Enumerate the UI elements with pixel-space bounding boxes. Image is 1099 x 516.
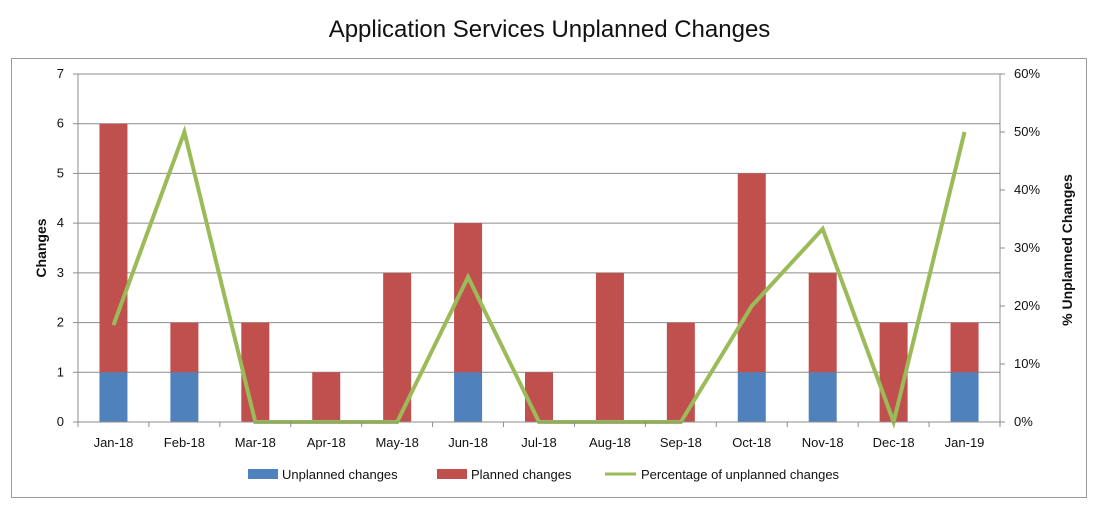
y-tick-label: 4 xyxy=(57,215,64,230)
chart-frame xyxy=(11,58,1087,498)
x-tick-label: Dec-18 xyxy=(873,435,915,450)
bar-planned xyxy=(879,322,908,422)
y2-axis-title: % Unplanned Changes xyxy=(1059,174,1075,326)
y2-tick-label: 50% xyxy=(1014,124,1040,139)
bar-planned xyxy=(808,272,837,373)
y-tick-label: 2 xyxy=(57,315,64,330)
y2-tick-label: 0% xyxy=(1014,414,1033,429)
legend-label-percentage: Percentage of unplanned changes xyxy=(641,467,840,482)
y-axis-title: Changes xyxy=(33,218,49,277)
x-tick-label: Feb-18 xyxy=(164,435,205,450)
y2-tick-label: 20% xyxy=(1014,298,1040,313)
y2-tick-label: 40% xyxy=(1014,182,1040,197)
bar-planned xyxy=(383,272,412,422)
bar-unplanned xyxy=(99,372,128,422)
bar-planned xyxy=(950,322,979,373)
bar-unplanned xyxy=(170,372,199,422)
bar-planned xyxy=(99,123,128,373)
y-tick-label: 6 xyxy=(57,116,64,131)
y-tick-label: 7 xyxy=(57,66,64,81)
y-tick-label: 1 xyxy=(57,364,64,379)
x-tick-label: Jan-19 xyxy=(945,435,985,450)
y2-tick-label: 60% xyxy=(1014,66,1040,81)
bar-unplanned xyxy=(950,372,979,422)
legend-label-unplanned: Unplanned changes xyxy=(282,467,398,482)
bar-planned xyxy=(595,272,624,422)
axes-group: 0 1 2 3 4 5 6 7 0% 10% 20% 30% 40% 50% 60% Jan-18 Feb-18… xyxy=(57,66,1041,450)
legend-label-planned: Planned changes xyxy=(471,467,572,482)
x-tick-label: Jan-18 xyxy=(94,435,134,450)
y2-tick-label: 30% xyxy=(1014,240,1040,255)
legend-swatch-planned xyxy=(437,469,467,479)
x-tick-label: Apr-18 xyxy=(307,435,346,450)
bar-planned xyxy=(241,322,270,422)
x-tick-label: Jul-18 xyxy=(521,435,556,450)
y-tick-label: 3 xyxy=(57,265,64,280)
bar-planned xyxy=(525,372,553,422)
x-tick-label: Sep-18 xyxy=(660,435,702,450)
y2-tick-label: 10% xyxy=(1014,356,1040,371)
legend: Unplanned changes Planned changes Percen… xyxy=(248,467,840,482)
y-tick-label: 5 xyxy=(57,165,64,180)
bar-planned xyxy=(170,322,199,373)
x-tick-label: Nov-18 xyxy=(802,435,844,450)
bar-planned xyxy=(312,372,341,422)
gridlines xyxy=(78,73,1000,373)
x-tick-label: May-18 xyxy=(375,435,418,450)
legend-swatch-unplanned xyxy=(248,469,278,479)
bar-planned xyxy=(737,173,766,373)
chart-title: Application Services Unplanned Changes xyxy=(328,16,771,43)
x-tick-label: Oct-18 xyxy=(732,435,771,450)
x-tick-label: Mar-18 xyxy=(235,435,276,450)
x-tick-label: Aug-18 xyxy=(589,435,631,450)
y-tick-label: 0 xyxy=(57,414,64,429)
bar-unplanned xyxy=(808,372,837,422)
bar-unplanned xyxy=(737,372,766,422)
x-tick-label: Jun-18 xyxy=(448,435,488,450)
bar-unplanned xyxy=(454,372,483,422)
